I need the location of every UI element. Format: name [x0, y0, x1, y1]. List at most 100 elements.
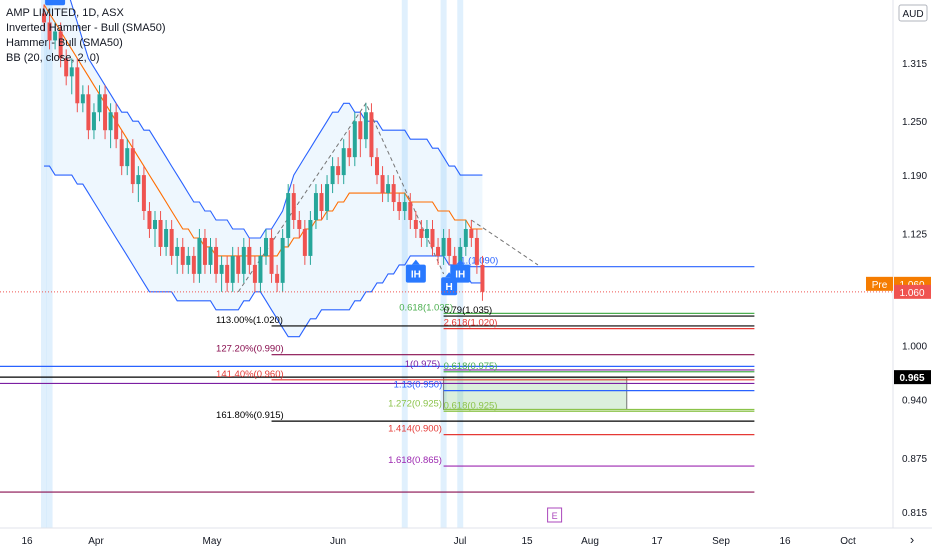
candle-body-68[interactable]	[419, 228, 424, 238]
candle-body-55[interactable]	[347, 148, 352, 158]
candle-body-32[interactable]	[219, 264, 224, 274]
candle-body-38[interactable]	[252, 264, 257, 283]
marker-arrow-1	[411, 259, 420, 265]
candle-body-54[interactable]	[341, 148, 346, 176]
candle-body-67[interactable]	[413, 220, 418, 229]
candle-body-20[interactable]	[153, 220, 157, 229]
candle-body-51[interactable]	[325, 184, 330, 212]
indicator-inverted-hammer[interactable]: Inverted Hammer - Bull (SMA50)	[6, 22, 166, 34]
candle-body-75[interactable]	[458, 246, 463, 265]
candle-body-43[interactable]	[280, 237, 285, 283]
candle-body-40[interactable]	[264, 237, 268, 256]
candle-body-41[interactable]	[269, 237, 274, 274]
candle-body-61[interactable]	[380, 175, 385, 194]
candle-body-7[interactable]	[80, 94, 85, 104]
candle-body-2[interactable]	[53, 31, 58, 41]
candle-body-15[interactable]	[125, 148, 130, 167]
candle-body-78[interactable]	[474, 237, 479, 265]
candle-body-48[interactable]	[308, 220, 313, 256]
candle-body-17[interactable]	[136, 175, 141, 185]
candle-body-47[interactable]	[302, 228, 307, 256]
candle-body-0[interactable]	[42, 13, 46, 23]
candle-body-58[interactable]	[363, 112, 368, 140]
candle-body-46[interactable]	[297, 220, 302, 229]
candle-body-64[interactable]	[397, 202, 402, 212]
candle-body-24[interactable]	[175, 246, 180, 256]
candle-body-28[interactable]	[197, 237, 202, 274]
symbol-line[interactable]: AMP LIMITED, 1D, ASX	[6, 7, 124, 19]
candle-body-3[interactable]	[58, 31, 63, 59]
candle-body-66[interactable]	[408, 202, 413, 220]
candle-body-36[interactable]	[241, 246, 246, 274]
marker-box-1[interactable]	[405, 264, 426, 283]
marker-box-3[interactable]	[441, 277, 458, 296]
candle-body-11[interactable]	[103, 94, 108, 131]
candle-body-57[interactable]	[358, 121, 363, 140]
bollinger-fill	[44, 0, 483, 337]
candle-body-29[interactable]	[202, 237, 207, 265]
earnings-marker-box[interactable]	[547, 507, 563, 523]
candle-body-63[interactable]	[391, 184, 396, 203]
candle-body-34[interactable]	[230, 255, 235, 283]
candle-body-16[interactable]	[130, 148, 135, 185]
candle-body-44[interactable]	[286, 193, 291, 238]
candle-body-50[interactable]	[319, 193, 324, 212]
candle-body-26[interactable]	[186, 255, 191, 265]
candle-body-13[interactable]	[114, 112, 119, 140]
candle-body-10[interactable]	[97, 94, 102, 113]
candle-body-76[interactable]	[463, 228, 468, 247]
target-rectangle[interactable]	[443, 376, 628, 410]
scroll-right-icon[interactable]: ›	[910, 532, 914, 547]
candle-body-59[interactable]	[369, 112, 374, 158]
candle-body-70[interactable]	[430, 228, 435, 247]
candle-body-14[interactable]	[119, 139, 124, 167]
candle-body-45[interactable]	[291, 193, 296, 220]
candle-body-21[interactable]	[158, 220, 163, 247]
candle-body-25[interactable]	[180, 246, 185, 265]
candle-body-79[interactable]	[480, 264, 485, 292]
candle-body-1[interactable]	[47, 22, 52, 41]
candle-body-56[interactable]	[352, 121, 357, 158]
marker-box-0[interactable]	[45, 0, 66, 6]
candle-body-60[interactable]	[375, 157, 379, 176]
candle-body-9[interactable]	[91, 112, 96, 131]
indicator-hammer[interactable]: Hammer - Bull (SMA50)	[6, 37, 123, 49]
level-label-14: 0.618(0.925)	[444, 400, 498, 411]
candle-body-62[interactable]	[386, 184, 391, 194]
candle-body-12[interactable]	[108, 112, 113, 131]
candle-body-19[interactable]	[147, 211, 152, 229]
candle-body-6[interactable]	[75, 67, 80, 104]
candle-body-22[interactable]	[164, 228, 169, 247]
candle-body-71[interactable]	[436, 246, 441, 256]
marker-label-3: H	[446, 282, 453, 293]
candle-body-69[interactable]	[424, 228, 429, 238]
candle-body-31[interactable]	[214, 246, 219, 274]
candle-body-42[interactable]	[275, 273, 280, 283]
candle-body-52[interactable]	[330, 166, 335, 185]
candle-body-72[interactable]	[441, 237, 446, 256]
candle-body-8[interactable]	[86, 94, 91, 131]
candle-body-74[interactable]	[452, 255, 457, 265]
candle-body-33[interactable]	[225, 264, 230, 283]
candle-body-35[interactable]	[236, 255, 241, 274]
level-label-0: 1.(1.090)	[460, 256, 498, 267]
candle-body-77[interactable]	[469, 228, 474, 238]
candle-body-65[interactable]	[402, 202, 407, 212]
candle-body-5[interactable]	[69, 67, 74, 77]
candle-body-73[interactable]	[447, 237, 452, 256]
candle-body-30[interactable]	[208, 246, 213, 265]
candle-body-18[interactable]	[141, 175, 146, 212]
candle-body-4[interactable]	[64, 58, 69, 77]
y-tick-label-7: 0.815	[902, 508, 927, 519]
projection-line[interactable]	[471, 219, 539, 266]
candle-body-53[interactable]	[336, 166, 341, 176]
candle-body-49[interactable]	[313, 193, 318, 220]
candle-body-39[interactable]	[258, 255, 263, 283]
candle-body-23[interactable]	[169, 228, 174, 256]
candle-body-27[interactable]	[191, 255, 196, 274]
currency-badge[interactable]	[898, 4, 928, 22]
candle-body-37[interactable]	[247, 246, 252, 265]
indicator-bollinger[interactable]: BB (20, close, 2, 0)	[6, 52, 100, 64]
